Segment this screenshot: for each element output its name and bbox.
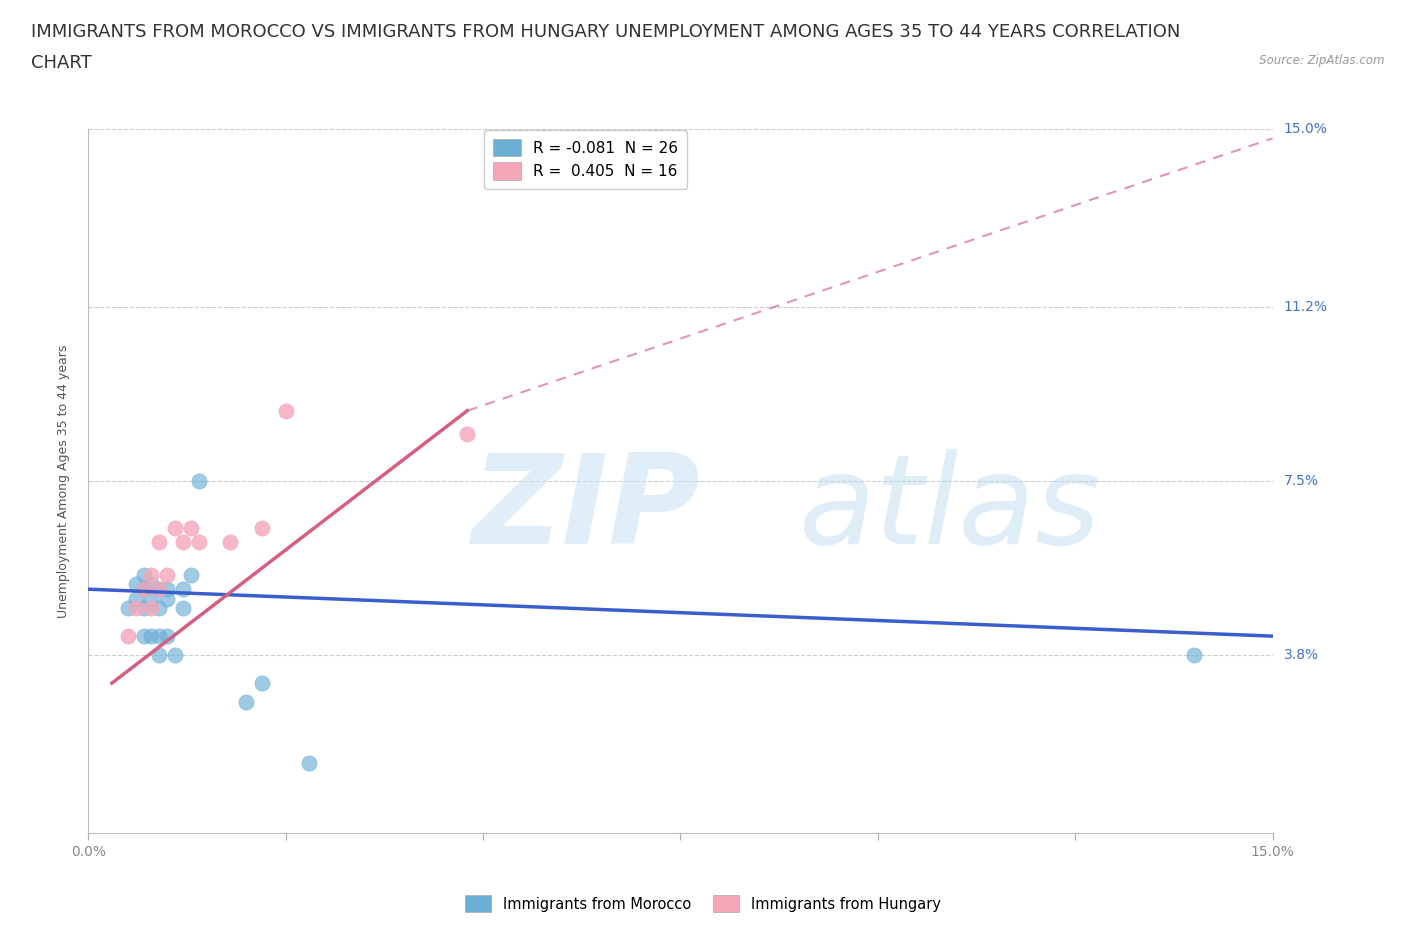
Point [187,535,209,550]
Point [124,577,146,591]
Text: ZIP: ZIP [471,449,700,570]
Point [235,695,257,710]
Point [117,629,139,644]
Point [132,567,155,582]
Point [298,755,321,770]
Point [165,521,187,536]
Point [141,577,163,591]
Point [124,591,146,606]
Text: 11.2%: 11.2% [1284,300,1327,314]
Point [250,521,273,536]
Point [180,521,202,536]
Point [132,601,155,616]
Point [274,404,297,418]
Point [148,582,170,597]
Point [141,629,163,644]
Point [165,647,187,662]
Point [124,601,146,616]
Point [148,647,170,662]
Point [132,582,155,597]
Point [172,535,194,550]
Point [148,629,170,644]
Point [132,582,155,597]
Point [172,601,194,616]
Text: IMMIGRANTS FROM MOROCCO VS IMMIGRANTS FROM HUNGARY UNEMPLOYMENT AMONG AGES 35 TO: IMMIGRANTS FROM MOROCCO VS IMMIGRANTS FR… [31,23,1180,41]
Text: 15.0%: 15.0% [1284,122,1327,136]
Point [172,582,194,597]
Point [148,601,170,616]
Point [156,591,179,606]
Point [187,473,209,488]
Text: 3.8%: 3.8% [1284,648,1319,662]
Point [456,427,478,442]
Point [117,601,139,616]
Text: CHART: CHART [31,54,91,72]
Point [180,567,202,582]
Point [141,567,163,582]
Point [156,629,179,644]
Y-axis label: Unemployment Among Ages 35 to 44 years: Unemployment Among Ages 35 to 44 years [58,344,70,618]
Text: atlas: atlas [799,449,1101,570]
Point [1182,647,1205,662]
Point [148,582,170,597]
Legend: R = -0.081  N = 26, R =  0.405  N = 16: R = -0.081 N = 26, R = 0.405 N = 16 [484,129,688,190]
Point [141,601,163,616]
Point [156,582,179,597]
Point [219,535,242,550]
Point [132,629,155,644]
Point [141,591,163,606]
Text: Source: ZipAtlas.com: Source: ZipAtlas.com [1260,54,1385,67]
Point [156,567,179,582]
Legend: Immigrants from Morocco, Immigrants from Hungary: Immigrants from Morocco, Immigrants from… [460,890,946,918]
Text: 7.5%: 7.5% [1284,474,1319,488]
Point [250,676,273,691]
Point [148,535,170,550]
